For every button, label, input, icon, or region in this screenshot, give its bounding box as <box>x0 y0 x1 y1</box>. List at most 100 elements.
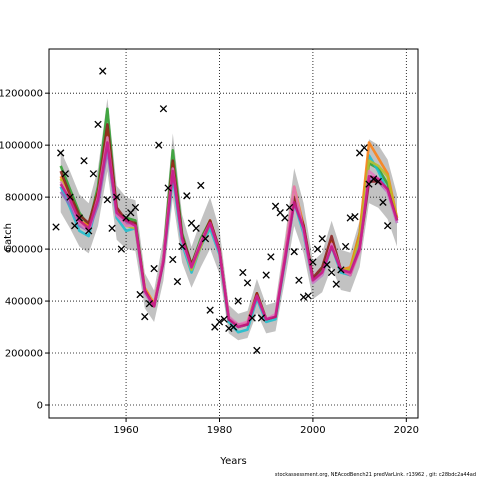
observed-point-stroke <box>117 245 126 253</box>
observed-point-stroke <box>304 292 312 300</box>
observed-point-stroke <box>369 175 378 183</box>
observed-point-stroke <box>276 209 284 217</box>
observed-point <box>117 245 126 253</box>
observed-point <box>243 279 252 287</box>
observed-point <box>108 224 116 232</box>
observed-point-stroke <box>108 224 116 232</box>
uncertainty-band-layer <box>60 98 397 341</box>
observed-point <box>229 323 238 331</box>
observed-point <box>201 235 210 243</box>
observed-point-stroke <box>379 198 387 206</box>
observed-point <box>248 314 256 322</box>
observed-point-stroke <box>257 314 266 322</box>
observed-point <box>52 223 60 231</box>
observed-point-stroke <box>159 105 168 113</box>
observed-point-stroke <box>113 193 121 201</box>
observed-point <box>290 248 298 256</box>
observed-point-stroke <box>351 212 359 221</box>
observed-point <box>253 346 261 355</box>
observed-point <box>346 214 354 222</box>
y-axis: 0 200000 400000 600000 800000 1000000 1200000 <box>0 89 49 412</box>
observed-point-stroke <box>52 223 60 231</box>
observed-point-stroke <box>85 227 93 235</box>
observed-point <box>159 105 168 113</box>
observed-point <box>383 222 392 230</box>
observed-point <box>206 306 214 314</box>
observed-point <box>351 212 359 221</box>
observed-point-stroke <box>206 306 214 314</box>
x-axis-title: Years <box>219 456 246 467</box>
observed-point <box>220 315 228 323</box>
observed-point-stroke <box>183 192 191 200</box>
observed-point <box>178 242 186 251</box>
observed-point-stroke <box>61 170 70 178</box>
observed-point-stroke <box>299 293 308 301</box>
observed-point <box>304 292 312 300</box>
observed-point-stroke <box>327 268 336 277</box>
observed-point <box>337 266 345 274</box>
observed-point <box>61 170 70 178</box>
observed-point-stroke <box>145 300 154 308</box>
observed-point <box>141 312 149 321</box>
observed-point-stroke <box>169 255 177 264</box>
observed-point-stroke <box>253 346 261 355</box>
observed-point <box>71 222 79 230</box>
observed-point <box>136 290 144 299</box>
observed-point <box>332 280 340 288</box>
y-tick-label: 800000 <box>5 193 43 204</box>
observed-point-stroke <box>57 149 65 157</box>
observed-point <box>197 181 205 190</box>
observed-point <box>94 120 102 129</box>
observed-point <box>271 202 280 210</box>
observed-point <box>183 192 191 200</box>
observed-point <box>257 314 266 322</box>
observed-point-stroke <box>197 181 205 190</box>
observed-point-stroke <box>141 312 149 321</box>
observed-point-stroke <box>71 222 79 230</box>
observed-point-stroke <box>332 280 340 288</box>
observed-point-stroke <box>360 144 368 152</box>
observed-point <box>299 293 308 301</box>
observed-point-stroke <box>94 120 102 129</box>
observed-point <box>262 271 270 279</box>
observed-point <box>323 261 331 269</box>
observed-point <box>341 242 350 251</box>
y-tick-label: 600000 <box>5 245 43 256</box>
observed-point-stroke <box>323 261 331 269</box>
observed-point <box>318 235 326 243</box>
observed-point <box>131 203 140 212</box>
x-tick-label: 2020 <box>394 425 419 436</box>
observed-point-stroke <box>215 318 224 326</box>
observed-point-stroke <box>309 258 317 266</box>
observed-point-stroke <box>313 245 322 253</box>
footer-note: stockassessment.org, NEAcodBench21 predV… <box>274 472 476 478</box>
series-line <box>59 107 399 329</box>
observed-point <box>327 268 336 277</box>
series-line <box>59 123 399 326</box>
series-line <box>59 141 399 329</box>
observed-point <box>85 227 93 235</box>
y-axis-title: Catch <box>3 223 14 252</box>
observed-point-stroke <box>295 276 303 284</box>
observed-point-stroke <box>66 193 74 201</box>
observed-point-stroke <box>164 184 172 192</box>
y-tick-label: 1000000 <box>0 141 43 152</box>
series-line <box>59 143 399 334</box>
observed-point <box>281 214 289 222</box>
observed-point <box>267 253 275 261</box>
y-tick-label: 0 <box>37 401 43 412</box>
observed-point <box>360 144 368 152</box>
observed-point <box>57 149 65 157</box>
observed-point-stroke <box>346 214 354 222</box>
y-tick-label: 200000 <box>5 349 43 360</box>
x-tick-label: 1980 <box>207 425 232 436</box>
observed-point-stroke <box>234 297 242 305</box>
x-axis: 1960 1980 2000 2020 <box>113 418 419 436</box>
observed-point-stroke <box>290 248 298 256</box>
observed-point <box>295 276 303 284</box>
observed-point-stroke <box>285 203 294 212</box>
observed-point-stroke <box>220 315 228 323</box>
observed-point-stroke <box>80 157 88 165</box>
observed-point-stroke <box>155 141 163 149</box>
observed-point <box>173 277 182 286</box>
